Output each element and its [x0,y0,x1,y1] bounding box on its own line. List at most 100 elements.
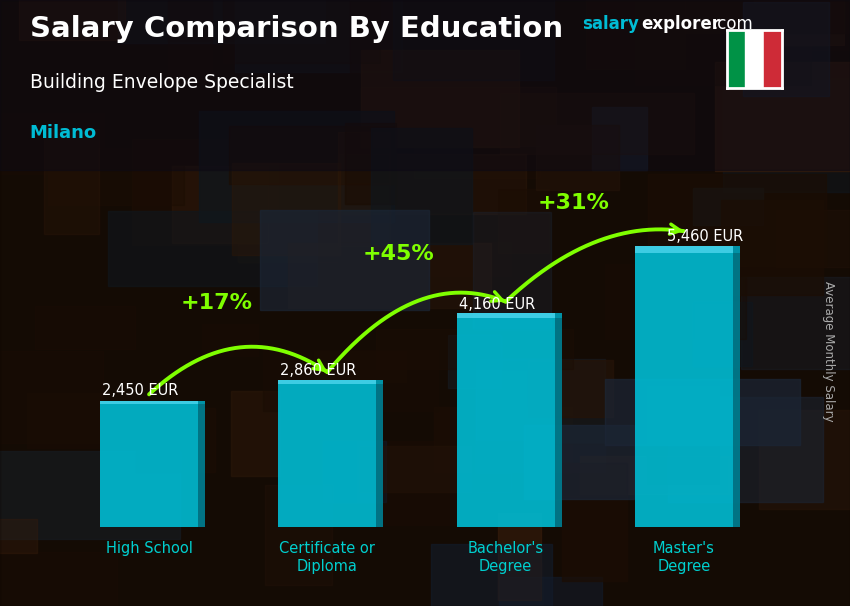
Bar [733,253,740,527]
Bar [693,188,763,225]
Bar [377,380,383,384]
Bar [763,30,782,88]
Bar [231,390,280,476]
Bar [605,379,800,445]
Bar [723,81,850,192]
Bar [592,107,647,170]
Bar [349,0,536,73]
Bar [414,100,541,178]
Bar [264,350,438,411]
Text: 2,860 EUR: 2,860 EUR [280,362,357,378]
Bar [496,563,543,606]
Bar [199,111,394,222]
Bar [223,0,381,63]
Bar [586,0,685,68]
Bar [360,445,512,492]
Bar [0,113,105,175]
Bar [727,30,745,88]
Bar [167,0,212,82]
Bar [229,126,394,184]
Bar [605,264,746,339]
Bar [0,552,117,606]
Bar [337,132,390,245]
Bar [237,184,388,262]
Text: .com: .com [712,15,753,33]
Bar [785,78,850,125]
Bar [260,210,428,310]
Bar [498,189,548,253]
Bar [721,200,823,295]
Bar [377,328,573,369]
Bar [337,242,511,276]
Bar [44,128,99,234]
Bar [536,125,620,190]
Bar [265,485,332,585]
Text: 2,450 EUR: 2,450 EUR [102,383,178,398]
Bar [715,62,850,171]
Bar [288,242,490,308]
Text: +17%: +17% [181,293,252,313]
Bar [685,0,850,33]
Bar [743,2,829,96]
Bar [528,360,614,418]
Bar [337,155,526,215]
Bar [393,0,553,80]
Bar [555,313,562,318]
Bar [473,444,636,496]
Bar [668,398,823,502]
Text: explorer: explorer [642,15,721,33]
Bar [448,335,502,388]
Bar [693,302,752,365]
Bar [100,401,198,404]
Bar [345,123,395,204]
Bar [278,380,377,384]
Bar [132,139,278,245]
Bar [776,210,850,267]
Bar [477,359,605,472]
Bar [434,407,571,472]
Bar [635,0,811,85]
Bar [500,93,694,155]
Bar [314,351,406,382]
Bar [232,162,340,255]
Bar [26,393,101,448]
Bar [741,277,850,369]
Bar [109,211,317,286]
Text: +45%: +45% [363,244,434,264]
Bar [759,410,850,509]
Bar [19,0,125,40]
Bar [358,441,560,525]
Bar [499,577,602,606]
Bar [0,519,37,553]
Text: Milano: Milano [30,124,97,142]
Text: Salary Comparison By Education: Salary Comparison By Education [30,15,563,43]
Bar [431,544,552,606]
Text: 4,160 EUR: 4,160 EUR [459,298,535,312]
Bar [48,148,184,205]
Text: Building Envelope Specialist: Building Envelope Specialist [30,73,293,92]
Bar [745,30,763,88]
Bar [456,313,555,318]
Bar [562,463,627,581]
Bar [118,0,325,43]
Bar [235,0,402,72]
Bar [323,441,386,502]
Bar [278,384,377,527]
Text: Average Monthly Salary: Average Monthly Salary [822,281,836,422]
Bar [136,408,215,472]
Text: +31%: +31% [537,193,609,213]
Bar [361,87,556,146]
Bar [361,50,518,147]
Bar [0,451,180,539]
Bar [524,425,634,499]
Bar [0,351,103,443]
Text: salary: salary [582,15,639,33]
Bar [371,128,473,244]
Bar [754,0,845,45]
Bar [648,175,826,266]
Bar [647,386,719,484]
Bar [198,401,205,404]
Bar [635,253,733,527]
Bar [202,324,258,356]
Bar [555,318,562,527]
